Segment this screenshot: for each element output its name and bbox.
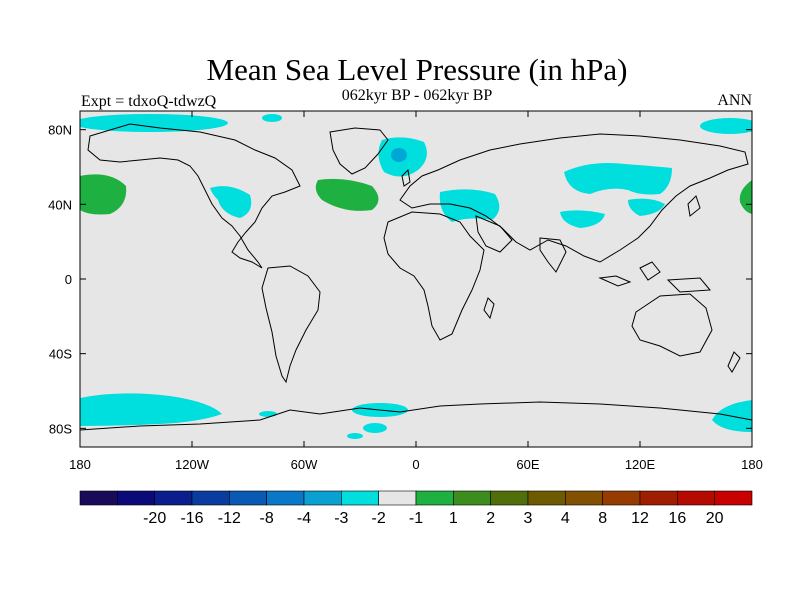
anomaly-region [739, 180, 752, 214]
coastline-islands [639, 261, 661, 281]
colorbar-swatch [415, 490, 454, 506]
anomaly-region [347, 433, 363, 439]
lat-tick-label: 80S [49, 421, 72, 436]
colorbar-swatch [453, 490, 491, 506]
anomaly-region [560, 210, 605, 228]
colorbar-label: 1 [449, 510, 458, 527]
lat-tick-label: 40S [49, 347, 72, 362]
coastline-eurasia [399, 133, 749, 263]
colorbar-swatch [191, 490, 230, 506]
colorbar: -20 -16 -12 -8 -4 -3 -2 -1 1 2 3 4 8 12 16 20 [79, 490, 753, 527]
colorbar-swatch [527, 490, 566, 506]
colorbar-label: 12 [631, 510, 649, 527]
lon-tick-label: 0 [412, 457, 419, 472]
anomaly-region [80, 174, 127, 215]
lon-tick-label: 180 [741, 457, 763, 472]
anomaly-region [391, 148, 407, 162]
coastline-africa [383, 211, 485, 341]
anomaly-region [700, 118, 752, 134]
colorbar-swatch [303, 490, 342, 506]
lat-tick-label: 80N [48, 123, 72, 138]
anomaly-region [315, 178, 379, 211]
anomaly-region [259, 411, 277, 417]
colorbar-label: 8 [598, 510, 607, 527]
coastline-japan [687, 195, 701, 217]
colorbar-label: 4 [561, 510, 570, 527]
colorbar-label: -16 [180, 510, 203, 527]
colorbar-swatch [639, 490, 678, 506]
colorbar-swatch [341, 490, 379, 506]
axis-ticks: 180 120W 60W 0 60E 120E 180 80N 40N 0 40S 80S [48, 111, 763, 472]
colorbar-label: 3 [524, 510, 533, 527]
colorbar-label: -2 [372, 510, 386, 527]
colorbar-swatch [714, 490, 753, 506]
colorbar-swatch [117, 490, 155, 506]
anomaly-region [439, 189, 500, 222]
anomaly-region [80, 393, 222, 426]
anomaly-region [262, 114, 282, 122]
colorbar-swatch [378, 490, 417, 506]
anomaly-region [363, 423, 387, 433]
lat-tick-label: 0 [65, 272, 72, 287]
coastline-arabia [475, 215, 513, 253]
anomaly-fields [80, 114, 752, 439]
colorbar-swatch [266, 490, 305, 506]
colorbar-label: 2 [486, 510, 495, 527]
coastline-south-america [261, 265, 321, 384]
lon-tick-label: 60W [291, 457, 318, 472]
anomaly-region [628, 198, 665, 216]
colorbar-swatch [602, 490, 641, 506]
map-title: Mean Sea Level Pressure (in hPa) [206, 52, 628, 87]
colorbar-swatch [565, 490, 603, 506]
lat-tick-label: 40N [48, 197, 72, 212]
coastline-madagascar [483, 297, 495, 320]
colorbar-swatch [229, 490, 267, 506]
lon-tick-label: 180 [69, 457, 91, 472]
coastline-india [539, 237, 567, 273]
coastline-islands [598, 275, 632, 287]
colorbar-label: 16 [668, 510, 686, 527]
anomaly-region [210, 186, 252, 218]
colorbar-label: 20 [706, 510, 724, 527]
coastline-north-america [87, 123, 301, 269]
anomaly-region [564, 163, 672, 195]
colorbar-swatch [677, 490, 715, 506]
lon-tick-label: 120E [625, 457, 656, 472]
lon-tick-label: 120W [175, 457, 210, 472]
colorbar-label: -4 [297, 510, 311, 527]
colorbar-label: -8 [260, 510, 274, 527]
season-label: ANN [717, 92, 752, 109]
colorbar-label: -12 [218, 510, 241, 527]
anomaly-region [80, 114, 228, 132]
lon-tick-label: 60E [516, 457, 539, 472]
experiment-label: Expt = tdxoQ-tdwzQ [81, 93, 217, 110]
coastline-islands [666, 277, 712, 293]
coastline-uk [401, 168, 411, 187]
coastline-new-zealand [727, 351, 741, 373]
map-subtitle: 062kyr BP - 062kyr BP [341, 87, 493, 104]
colorbar-label: -3 [334, 510, 348, 527]
colorbar-swatch [79, 490, 118, 506]
coastline-antarctica [80, 401, 752, 431]
coastline-greenland [329, 127, 389, 175]
coastlines [80, 123, 752, 431]
colorbar-swatch [490, 490, 529, 506]
coastline-australia [631, 293, 713, 357]
colorbar-swatch [154, 490, 193, 506]
colorbar-label: -20 [143, 510, 166, 527]
colorbar-label: -1 [409, 510, 423, 527]
